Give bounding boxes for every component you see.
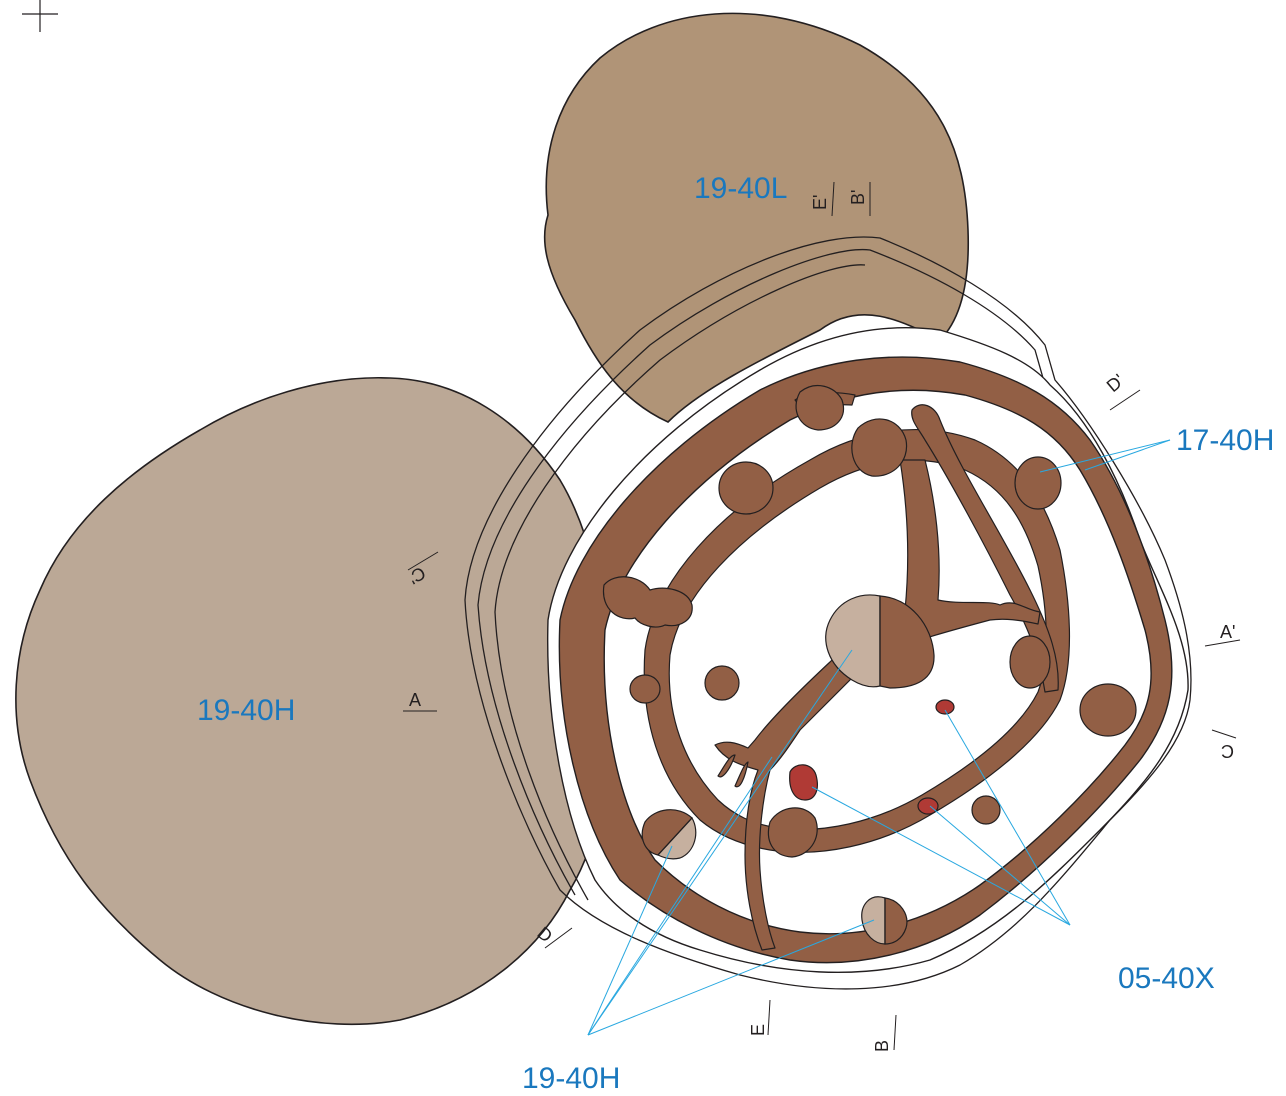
svg-text:B: B	[872, 1040, 892, 1052]
section-marker-a: A	[403, 690, 437, 712]
section-marker-a-prime: A'	[1204, 622, 1241, 647]
postholes	[602, 384, 1137, 858]
section-marker-e-prime: E'	[810, 181, 835, 217]
label-light-fills: 19-40H	[522, 1062, 620, 1095]
svg-text:A': A'	[1220, 622, 1235, 642]
label-postholes: 17-40H	[1176, 424, 1274, 457]
section-marker-d-prime: D'	[1103, 370, 1141, 411]
crosshair-icon	[22, 0, 58, 32]
bicolour-features	[641, 594, 935, 945]
label-left-pit: 19-40H	[197, 694, 295, 727]
leader-lines	[587, 439, 1171, 1036]
label-red-deposits: 05-40X	[1118, 962, 1215, 995]
section-marker-e: E	[748, 999, 771, 1036]
svg-text:B': B'	[848, 190, 868, 205]
section-marker-b: B	[872, 1014, 897, 1052]
svg-text:C: C	[1221, 741, 1234, 761]
feature-19-40l	[543, 12, 970, 423]
feature-19-40h-large	[15, 376, 612, 1026]
wall-ring	[558, 356, 1173, 964]
svg-text:E: E	[748, 1024, 768, 1036]
red-deposits	[789, 699, 955, 815]
section-marker-c: C	[1211, 729, 1237, 761]
svg-text:E': E'	[810, 195, 830, 210]
svg-text:A: A	[409, 690, 421, 710]
label-upper-pit: 19-40L	[694, 172, 787, 205]
svg-text:D': D'	[1103, 370, 1128, 396]
ring-ditch-outlines	[464, 236, 1192, 990]
section-marker-b-prime: B'	[848, 182, 871, 216]
